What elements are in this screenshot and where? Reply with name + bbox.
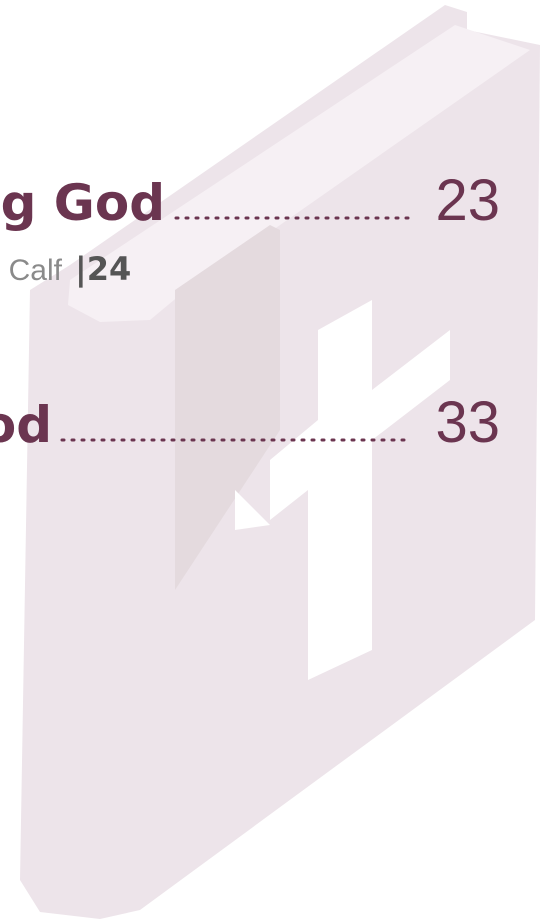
page: g God 23 Calf |24 od 33 (() => { const d… [0,0,548,919]
toc-page: g God 23 Calf |24 od 33 [0,0,548,919]
entry-subtitle: Calf [9,254,63,287]
entry-page: 33 [435,390,500,455]
entry-title: g God [1,174,165,232]
entry-page: 23 [435,168,500,233]
entry-title: od [0,396,52,454]
entry-subpage: |24 [75,250,131,289]
book-illustration [20,5,540,919]
